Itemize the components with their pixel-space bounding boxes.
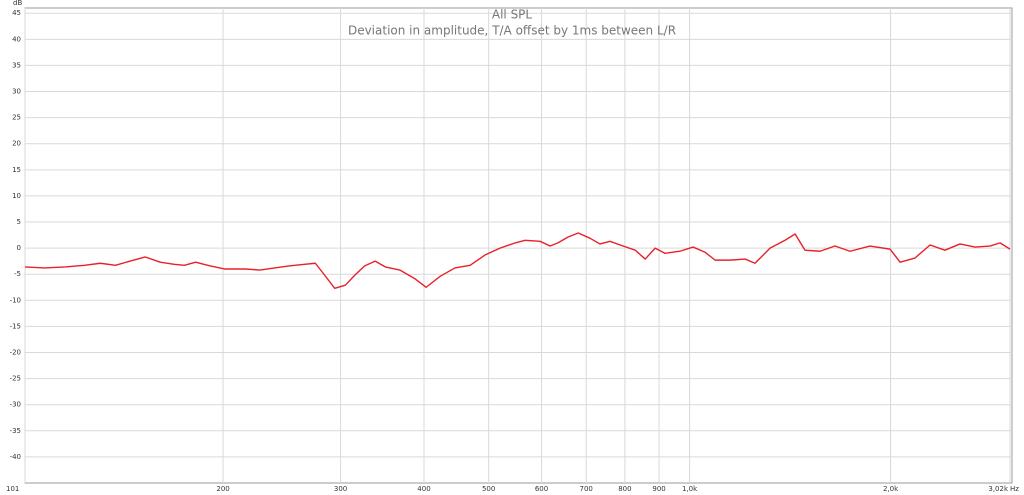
y-tick-label: 35 [12,61,21,69]
data-line [24,232,1011,289]
x-tick-label: 500 [482,485,495,493]
x-tick-label: 300 [334,485,347,493]
x-axis-label: Hz [1010,485,1019,493]
y-tick-label: 10 [12,192,21,200]
x-tick-label: 600 [535,485,548,493]
x-tick-label: 101 [6,485,19,493]
y-tick-label: 20 [12,140,21,148]
x-tick-label: 2,0k [883,485,899,493]
y-tick-label: -10 [10,296,21,304]
y-tick-label: -35 [10,427,21,435]
y-tick-label: 0 [17,244,21,252]
y-tick-label: 5 [17,218,21,226]
x-tick-label: 800 [618,485,631,493]
y-tick-label: -40 [10,453,21,461]
y-tick-label: 40 [12,35,21,43]
chart-subtitle: Deviation in amplitude, T/A offset by 1m… [348,24,676,38]
x-tick-label: 400 [417,485,430,493]
y-tick-label: 25 [12,114,21,122]
x-tick-label: 700 [580,485,593,493]
y-tick-label: 30 [12,88,21,96]
y-tick-label: -5 [14,270,21,278]
y-tick-label: -15 [10,322,21,330]
y-tick-label: -20 [10,349,21,357]
x-tick-label: 900 [652,485,665,493]
plot-frame [24,7,1013,484]
y-tick-label: -30 [10,401,21,409]
y-tick-label: -25 [10,375,21,383]
y-axis-label: dB [13,0,22,7]
x-tick-label: 3,02k [988,485,1009,493]
x-tick-label: 1,0k [682,485,698,493]
y-tick-label: 45 [12,9,21,17]
chart-title: All SPL [492,8,533,22]
y-tick-label: 15 [12,166,21,174]
x-tick-label: 200 [216,485,229,493]
